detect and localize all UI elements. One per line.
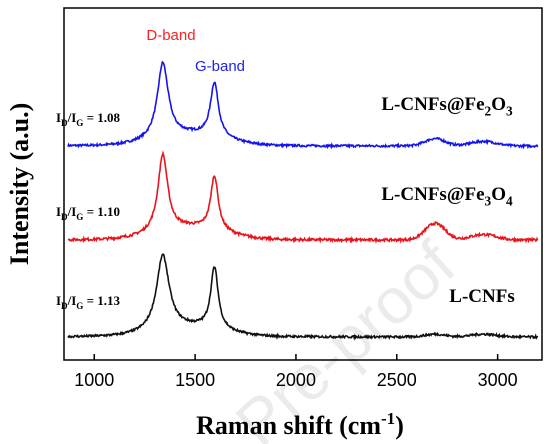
ratio-label-part: I <box>56 204 61 219</box>
ratio-label-part: = 1.10 <box>83 204 120 219</box>
series-name-label: L-CNFs <box>449 286 514 307</box>
ratio-label-part: /I <box>67 204 77 219</box>
series-name-label-part: L-CNFs <box>449 286 514 307</box>
ratio-label-part: G <box>76 118 83 128</box>
x-axis-title-sup: -1 <box>381 409 395 428</box>
x-tick-label: 1000 <box>74 370 114 390</box>
ratio-label: ID/IG = 1.10 <box>56 204 120 222</box>
series-line-1 <box>67 150 539 245</box>
series-name-label-part: O <box>491 184 506 205</box>
series-line-2 <box>67 253 539 341</box>
series-name-label-part: 3 <box>485 194 492 209</box>
series-name-label-part: 3 <box>506 104 513 119</box>
x-tick-label: 2500 <box>377 370 417 390</box>
series-layer <box>67 60 539 341</box>
y-axis-title: Intensity (a.u.) <box>5 103 34 266</box>
series-name-label-part: L-CNFs@Fe <box>381 184 484 205</box>
ratio-label-part: /I <box>67 293 77 308</box>
series-name-label: L-CNFs@Fe3O4 <box>381 184 513 209</box>
ratio-label-part: I <box>56 293 61 308</box>
series-name-label-part: O <box>491 94 506 115</box>
ratio-label: ID/IG = 1.13 <box>56 293 121 311</box>
series-name-label-part: 4 <box>506 194 513 209</box>
ratio-label-part: D <box>61 212 68 222</box>
x-tick-label: 3000 <box>478 370 518 390</box>
ratio-label-part: D <box>61 118 68 128</box>
ratio-label-part: /I <box>67 110 77 125</box>
ratio-label-part: I <box>56 110 61 125</box>
series-line-0 <box>67 60 539 150</box>
ratio-label-part: = 1.13 <box>83 293 120 308</box>
series-name-label-part: L-CNFs@Fe <box>381 94 484 115</box>
ratio-label-part: G <box>76 212 83 222</box>
plot-frame <box>63 7 543 361</box>
ratio-label-part: = 1.08 <box>83 110 120 125</box>
x-tick-label: 2000 <box>276 370 316 390</box>
series-name-label: L-CNFs@Fe2O3 <box>381 94 513 119</box>
x-axis-title: Raman shift (cm-1) <box>196 409 404 440</box>
series-name-label-part: 2 <box>485 104 492 119</box>
ratio-label-part: D <box>61 301 68 311</box>
ratio-label: ID/IG = 1.08 <box>56 110 121 128</box>
x-axis: 1000 1500 2000 2500 3000 <box>74 354 518 390</box>
d-band-label: D-band <box>146 27 195 44</box>
x-axis-title-main: Raman shift (cm <box>196 411 381 440</box>
x-axis-title-end: ) <box>395 411 404 440</box>
ratio-label-part: G <box>76 301 83 311</box>
x-tick-label: 1500 <box>175 370 215 390</box>
g-band-label: G-band <box>195 58 245 75</box>
